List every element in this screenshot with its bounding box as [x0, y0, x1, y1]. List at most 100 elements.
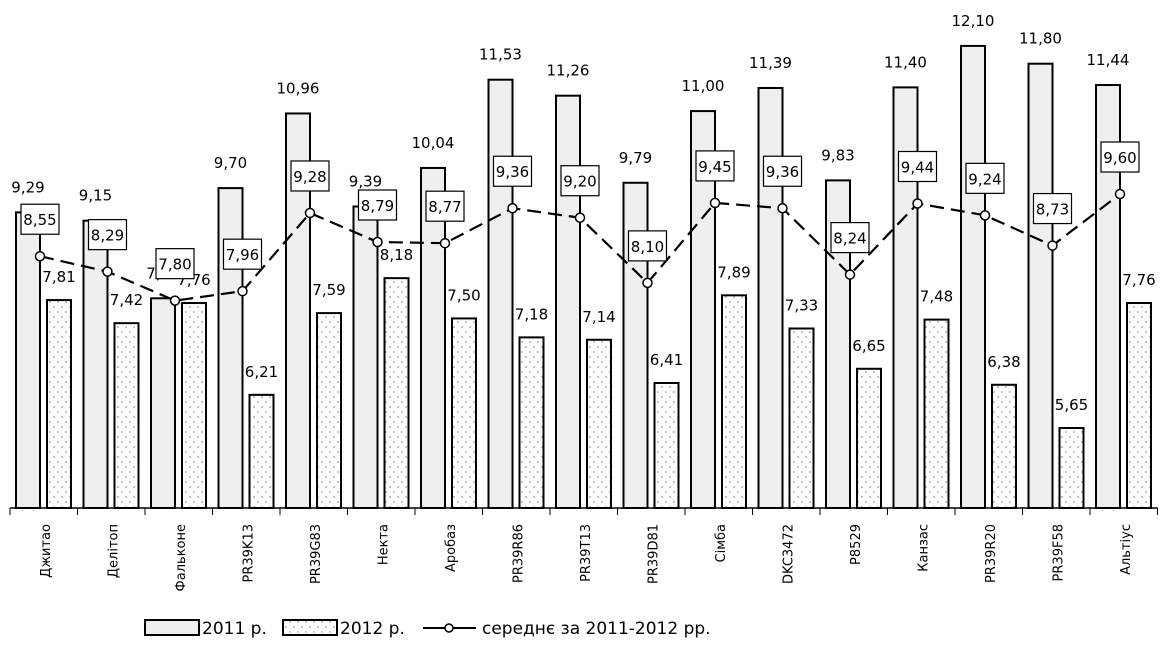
bar-label-2011: 9,79	[619, 149, 652, 167]
series-2012-bars	[46, 277, 1152, 510]
average-label-box	[695, 150, 735, 182]
average-label: 8,29	[91, 227, 124, 245]
bar-2011	[1027, 62, 1054, 510]
average-point	[1047, 240, 1058, 251]
average-label: 8,10	[631, 238, 664, 256]
average-point	[844, 269, 856, 280]
average-label: 9,45	[698, 158, 731, 176]
category-label: DKC3472	[781, 524, 796, 584]
bar-2012	[586, 338, 612, 509]
bar-2012	[46, 299, 72, 509]
bar-label-2011: 9,15	[79, 187, 112, 205]
average-label: 9,36	[496, 163, 529, 181]
bar-label-2011: 11,26	[547, 62, 590, 80]
average-point	[979, 210, 991, 221]
bar-2011	[352, 205, 379, 509]
bar-label-2012: 7,33	[785, 297, 818, 315]
average-label: 7,80	[158, 256, 191, 274]
average-point	[777, 202, 788, 214]
average-label: 8,73	[1036, 201, 1069, 219]
category-label: PR39K13	[241, 524, 256, 582]
bar-label-2011: 11,53	[479, 46, 522, 64]
bar-label-2011: 10,04	[412, 134, 455, 152]
average-label-box	[1032, 192, 1073, 225]
category-label: Некта	[376, 524, 391, 565]
bar-label-2011: 11,44	[1087, 51, 1130, 69]
bar-label-2012: 7,59	[312, 281, 345, 299]
category-labels: Джитао Делітоп Фальконе PR39K13 PR39G83 Некта…	[39, 524, 1134, 592]
bar-value-labels: 9,297,819,157,427,847,769,706,2110,967,5…	[11, 12, 1155, 414]
average-label: 8,77	[428, 198, 461, 216]
category-label: P8529	[849, 524, 864, 565]
average-label-box	[357, 189, 398, 221]
category-label: PR39R86	[511, 524, 526, 583]
series-2011-bars	[15, 44, 1121, 510]
bar-2012	[1058, 427, 1085, 510]
bar-2011	[757, 86, 784, 510]
legend-swatch-2012	[282, 619, 338, 636]
category-label: PR39G83	[309, 524, 324, 584]
bar-2012	[451, 317, 477, 510]
category-label: Фальконе	[174, 524, 189, 591]
bar-label-2011: 9,29	[11, 178, 44, 196]
average-label-box	[155, 248, 195, 280]
legend-label-2012: 2012 р.	[340, 619, 405, 639]
average-label-box	[1100, 141, 1140, 173]
average-point	[912, 198, 923, 209]
average-line	[34, 188, 1126, 306]
bar-label-2011: 9,83	[821, 146, 854, 164]
bar-2011	[960, 44, 986, 510]
bar-2012	[248, 393, 275, 510]
average-label-box	[965, 162, 1005, 194]
bar-2012	[788, 327, 815, 509]
bar-2011	[150, 297, 176, 509]
average-label: 9,28	[293, 168, 326, 186]
bar-label-2012: 7,42	[110, 291, 143, 309]
bar-label-2011: 11,00	[682, 77, 725, 95]
average-label-box	[830, 221, 870, 254]
bar-label-2011: 11,40	[884, 53, 927, 71]
bar-label-2012: 7,14	[582, 308, 615, 326]
bar-label-2012: 7,81	[42, 268, 75, 286]
x-axis	[9, 507, 1158, 515]
bar-2012	[856, 367, 882, 510]
bar-label-2011: 12,10	[952, 12, 995, 30]
average-label-box	[897, 150, 938, 183]
average-point	[574, 212, 586, 223]
average-point	[642, 277, 653, 289]
category-label: PR39D81	[646, 524, 661, 584]
average-point	[507, 202, 518, 214]
bar-2012	[518, 336, 545, 509]
average-label: 9,36	[766, 163, 799, 181]
category-label: Канзас	[916, 524, 931, 572]
bar-2011	[555, 94, 581, 510]
average-point	[34, 250, 46, 262]
bar-label-2012: 7,50	[447, 286, 480, 304]
average-label: 9,44	[901, 159, 934, 177]
bar-label-2011: 9,70	[214, 154, 247, 172]
average-point	[237, 285, 248, 297]
average-point	[304, 207, 316, 219]
average-point	[169, 295, 181, 306]
legend-label-average: середнє за 2011-2012 рр.	[482, 619, 711, 639]
bar-label-2012: 7,48	[920, 288, 953, 306]
average-point	[372, 236, 383, 248]
average-label-box	[425, 190, 465, 222]
category-label: Делітоп	[106, 524, 121, 578]
bar-label-2012: 7,76	[1122, 271, 1155, 289]
category-label: Сімба	[714, 524, 729, 562]
bar-2012	[1126, 302, 1152, 510]
bar-label-2011: 10,96	[277, 79, 320, 97]
average-label-box	[627, 230, 668, 262]
bar-2012	[113, 322, 140, 509]
category-label: PR39F58	[1051, 524, 1066, 581]
category-label: Джитао	[39, 524, 54, 578]
average-label-box	[87, 219, 128, 251]
bar-2011	[487, 78, 514, 510]
legend: 2011 р. 2012 р. середнє за 2011-2012 рр.	[144, 619, 711, 639]
average-point	[1114, 188, 1126, 200]
average-label: 9,60	[1103, 149, 1136, 167]
bar-label-2012: 7,89	[717, 263, 750, 281]
average-label: 8,24	[833, 230, 866, 248]
